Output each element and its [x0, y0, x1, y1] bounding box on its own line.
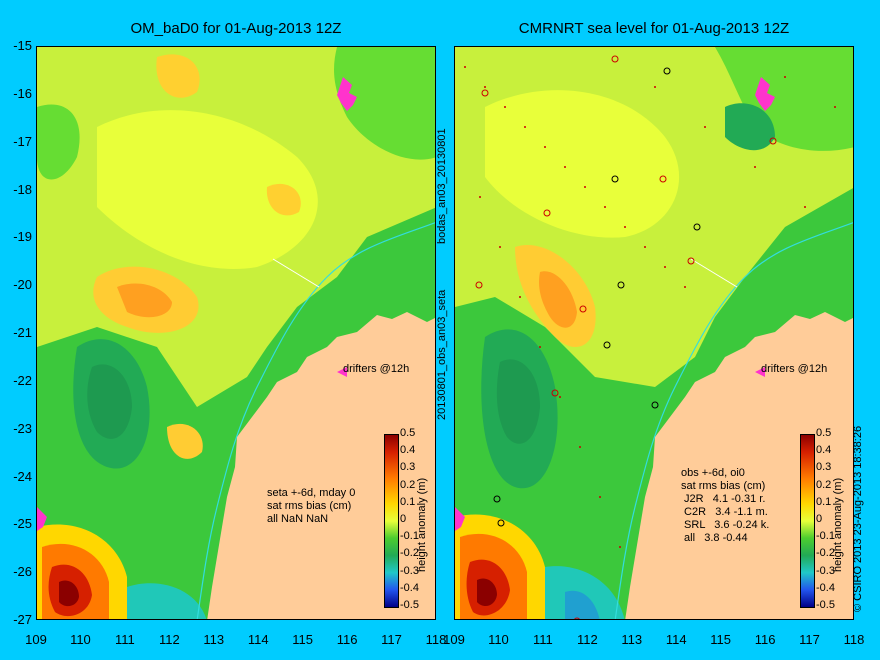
right-map-panel: drifters @12h obs +-6d, oi0 sat rms bias…: [454, 46, 854, 620]
colorbar-tick-label: -0.1: [400, 530, 419, 543]
x-tick-label: 109: [25, 632, 47, 647]
x-tick-label: 115: [710, 632, 732, 647]
x-tick-label: 114: [247, 632, 269, 647]
x-tick-label: 113: [203, 632, 225, 647]
x-tick-label: 118: [425, 632, 447, 647]
y-tick-label: -26: [13, 564, 32, 580]
y-tick-label: -21: [13, 325, 32, 340]
x-tick-label: 111: [532, 632, 553, 647]
y-tick-label: -19: [13, 229, 32, 245]
x-tick-label: 116: [336, 632, 358, 647]
y-tick-label: -18: [13, 181, 32, 197]
y-tick-label: -22: [13, 372, 32, 388]
colorbar-tick-label: -0.2: [816, 547, 835, 560]
right-colorbar: [800, 434, 815, 608]
side-text-2: 20130801_obs_an03_seta: [436, 289, 448, 420]
right-colorbar-unit: height anomaly (m): [832, 477, 844, 572]
x-tick-label: 111: [114, 632, 135, 647]
x-tick-label: 117: [381, 632, 402, 647]
x-tick-label: 109: [443, 632, 465, 647]
x-tick-label: 117: [799, 632, 820, 647]
y-tick-label: -27: [13, 612, 32, 627]
x-tick-label: 112: [576, 632, 598, 647]
colorbar-tick-label: -0.3: [816, 564, 835, 577]
colorbar-tick-label: 0.4: [816, 444, 832, 457]
y-tick-label: -17: [13, 133, 32, 149]
colorbar-tick-label: -0.5: [816, 599, 835, 611]
colorbar-tick-label: -0.4: [816, 581, 835, 594]
colorbar-tick-label: -0.5: [400, 599, 419, 611]
colorbar-tick-label: -0.4: [400, 581, 419, 594]
left-colorbar: [384, 434, 399, 608]
x-tick-label: 113: [621, 632, 643, 647]
x-tick-label: 118: [843, 632, 865, 647]
colorbar-tick-label: 0.1: [816, 495, 832, 508]
x-tick-label: 110: [70, 632, 91, 647]
x-tick-label: 116: [754, 632, 776, 647]
right-map-field: [455, 47, 853, 619]
colorbar-tick-label: 0: [816, 513, 823, 525]
colorbar-tick-label: -0.3: [400, 564, 419, 577]
colorbar-tick-label: 0.2: [400, 478, 416, 491]
colorbar-tick-label: 0.4: [400, 444, 416, 457]
x-tick-label: 115: [292, 632, 314, 647]
colorbar-tick-label: 0: [400, 513, 407, 525]
left-map-panel: drifters @12h seta +-6d, mday 0 sat rms …: [36, 46, 436, 620]
right-drifters-label: drifters @12h: [761, 363, 828, 375]
colorbar-tick-label: 0.3: [816, 461, 832, 474]
side-text-1: bodas_an03_20130801: [436, 128, 448, 244]
left-drifters-label: drifters @12h: [343, 363, 410, 375]
copyright-text: © CSIRO 2013 23-Aug-2013 18:38:26: [852, 425, 864, 612]
right-map-title: CMRNRT sea level for 01-Aug-2013 12Z: [518, 20, 790, 37]
left-map-field: [37, 47, 435, 619]
colorbar-tick-label: -0.2: [400, 547, 419, 560]
left-colorbar-unit: height anomaly (m): [416, 477, 428, 572]
y-tick-label: -15: [13, 38, 32, 53]
x-tick-label: 112: [158, 632, 180, 647]
y-tick-label: -25: [13, 516, 32, 532]
x-tick-label: 110: [488, 632, 509, 647]
colorbar-tick-label: 0.3: [400, 461, 416, 474]
y-tick-label: -16: [13, 85, 32, 101]
colorbar-tick-label: 0.5: [400, 427, 416, 439]
y-tick-label: -20: [13, 277, 32, 293]
y-tick-label: -23: [13, 420, 32, 436]
x-tick-label: 114: [665, 632, 687, 647]
colorbar-tick-label: -0.1: [816, 530, 835, 543]
right-info-text: obs +-6d, oi0 sat rms bias (cm) J2R 4.1 …: [681, 467, 770, 544]
colorbar-tick-label: 0.1: [400, 495, 416, 508]
colorbar-tick-label: 0.2: [816, 478, 832, 491]
y-tick-label: -24: [13, 468, 32, 484]
left-info-text: seta +-6d, mday 0 sat rms bias (cm) all …: [267, 487, 356, 525]
colorbar-tick-label: 0.5: [816, 427, 832, 439]
left-map-title: OM_baD0 for 01-Aug-2013 12Z: [130, 20, 342, 37]
